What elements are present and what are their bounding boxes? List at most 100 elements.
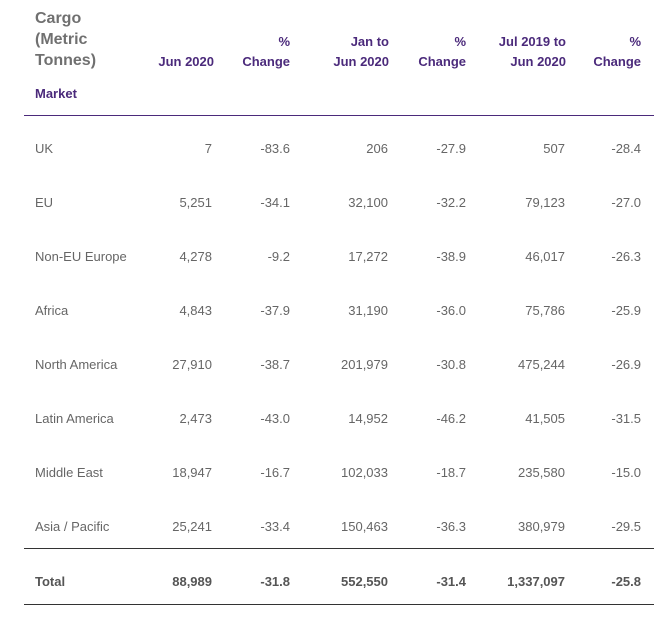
market-cell: Africa [35,303,69,318]
total-jun-change: -31.8 [260,574,290,589]
year-cell: 46,017 [525,249,565,264]
year-cell: 507 [543,141,565,156]
year-cell: 235,580 [518,465,565,480]
total-jun: 88,989 [172,574,212,589]
year-change-cell: -26.3 [611,249,641,264]
year-change-cell: -28.4 [611,141,641,156]
jun-change-cell: -37.9 [260,303,290,318]
col-header-jun: Jun 2020 [158,32,214,72]
col-header-line: Jun 2020 [510,54,566,69]
ytd-cell: 32,100 [348,195,388,210]
header-divider [24,115,654,116]
table-row: North America 27,910 -38.7 201,979 -30.8 475,… [24,338,654,392]
table-row: UK 7 -83.6 206 -27.9 507 -28.4 [24,122,654,176]
jun-cell: 4,278 [179,249,212,264]
jun-change-cell: -33.4 [260,519,290,534]
col-header-line: Change [418,54,466,69]
market-column-header: Market [35,86,77,101]
market-cell: EU [35,195,54,210]
ytd-cell: 150,463 [341,519,388,534]
total-row: Total 88,989 -31.8 552,550 -31.4 1,337,0… [24,555,654,609]
col-header-jun-change: % Change [242,32,290,72]
table-row: Non-EU Europe 4,278 -9.2 17,272 -38.9 46,017 -… [24,230,654,284]
col-header-line: % [454,34,466,49]
col-header-line: Jun 2020 [158,54,214,69]
year-change-cell: -27.0 [611,195,641,210]
ytd-cell: 102,033 [341,465,388,480]
year-change-cell: -26.9 [611,357,641,372]
total-ytd-change: -31.4 [436,574,466,589]
col-header-ytd-change: % Change [418,32,466,72]
col-header-year-change: % Change [593,32,641,72]
title-line: Tonnes) [35,52,97,69]
col-header-year: Jul 2019 to Jun 2020 [499,32,566,72]
year-change-cell: -31.5 [611,411,641,426]
jun-change-cell: -16.7 [260,465,290,480]
total-year: 1,337,097 [507,574,565,589]
table-row: Asia / Pacific 25,241 -33.4 150,463 -36.3 380… [24,500,654,554]
col-header-line: Jul 2019 to [498,34,566,49]
ytd-change-cell: -38.9 [436,249,466,264]
cargo-table: Cargo (Metric Tonnes) Market Jun 2020 % … [24,0,654,605]
jun-cell: 2,473 [179,411,212,426]
jun-cell: 7 [204,141,212,156]
year-change-cell: -29.5 [611,519,641,534]
table-header: Cargo (Metric Tonnes) Market Jun 2020 % … [24,0,654,116]
jun-cell: 4,843 [179,303,212,318]
table-title: Cargo (Metric Tonnes) [35,8,145,71]
col-header-line: % [629,34,641,49]
jun-change-cell: -38.7 [260,357,290,372]
jun-cell: 27,910 [172,357,212,372]
year-cell: 380,979 [518,519,565,534]
jun-cell: 25,241 [172,519,212,534]
jun-cell: 5,251 [179,195,212,210]
jun-change-cell: -83.6 [260,141,290,156]
year-change-cell: -25.9 [611,303,641,318]
title-line: Cargo [35,10,82,27]
market-cell: North America [35,357,118,372]
total-divider-top [24,548,654,549]
year-cell: 75,786 [525,303,565,318]
jun-change-cell: -43.0 [260,411,290,426]
market-cell: Asia / Pacific [35,519,110,534]
market-cell: UK [35,141,54,156]
ytd-change-cell: -46.2 [436,411,466,426]
ytd-change-cell: -27.9 [436,141,466,156]
jun-change-cell: -34.1 [260,195,290,210]
table-row: EU 5,251 -34.1 32,100 -32.2 79,123 -27.0 [24,176,654,230]
year-change-cell: -15.0 [611,465,641,480]
col-header-line: Jan to [350,34,389,49]
total-ytd: 552,550 [341,574,388,589]
table-row: Middle East 18,947 -16.7 102,033 -18.7 235,58… [24,446,654,500]
total-label: Total [35,574,66,589]
col-header-line [158,32,214,52]
table-row: Latin America 2,473 -43.0 14,952 -46.2 41,505… [24,392,654,446]
jun-cell: 18,947 [172,465,212,480]
year-cell: 41,505 [525,411,565,426]
ytd-cell: 31,190 [348,303,388,318]
col-header-line: % [278,34,290,49]
col-header-ytd: Jan to Jun 2020 [333,32,389,72]
col-header-line: Jun 2020 [333,54,389,69]
table-body: UK 7 -83.6 206 -27.9 507 -28.4 EU 5,251 -34.1 32,1… [24,122,654,554]
total-divider-bottom [24,604,654,605]
market-cell: Latin America [35,411,114,426]
total-year-change: -25.8 [611,574,641,589]
ytd-change-cell: -18.7 [436,465,466,480]
year-cell: 79,123 [525,195,565,210]
ytd-cell: 14,952 [348,411,388,426]
market-cell: Middle East [35,465,103,480]
ytd-change-cell: -30.8 [436,357,466,372]
market-cell: Non-EU Europe [35,249,127,264]
year-cell: 475,244 [518,357,565,372]
ytd-change-cell: -32.2 [436,195,466,210]
col-header-line: Change [593,54,641,69]
ytd-change-cell: -36.3 [436,519,466,534]
ytd-cell: 17,272 [348,249,388,264]
col-header-line: Change [242,54,290,69]
ytd-cell: 206 [366,141,388,156]
ytd-change-cell: -36.0 [436,303,466,318]
title-line: (Metric [35,31,88,48]
table-row: Africa 4,843 -37.9 31,190 -36.0 75,786 -25.9 [24,284,654,338]
jun-change-cell: -9.2 [267,249,290,264]
